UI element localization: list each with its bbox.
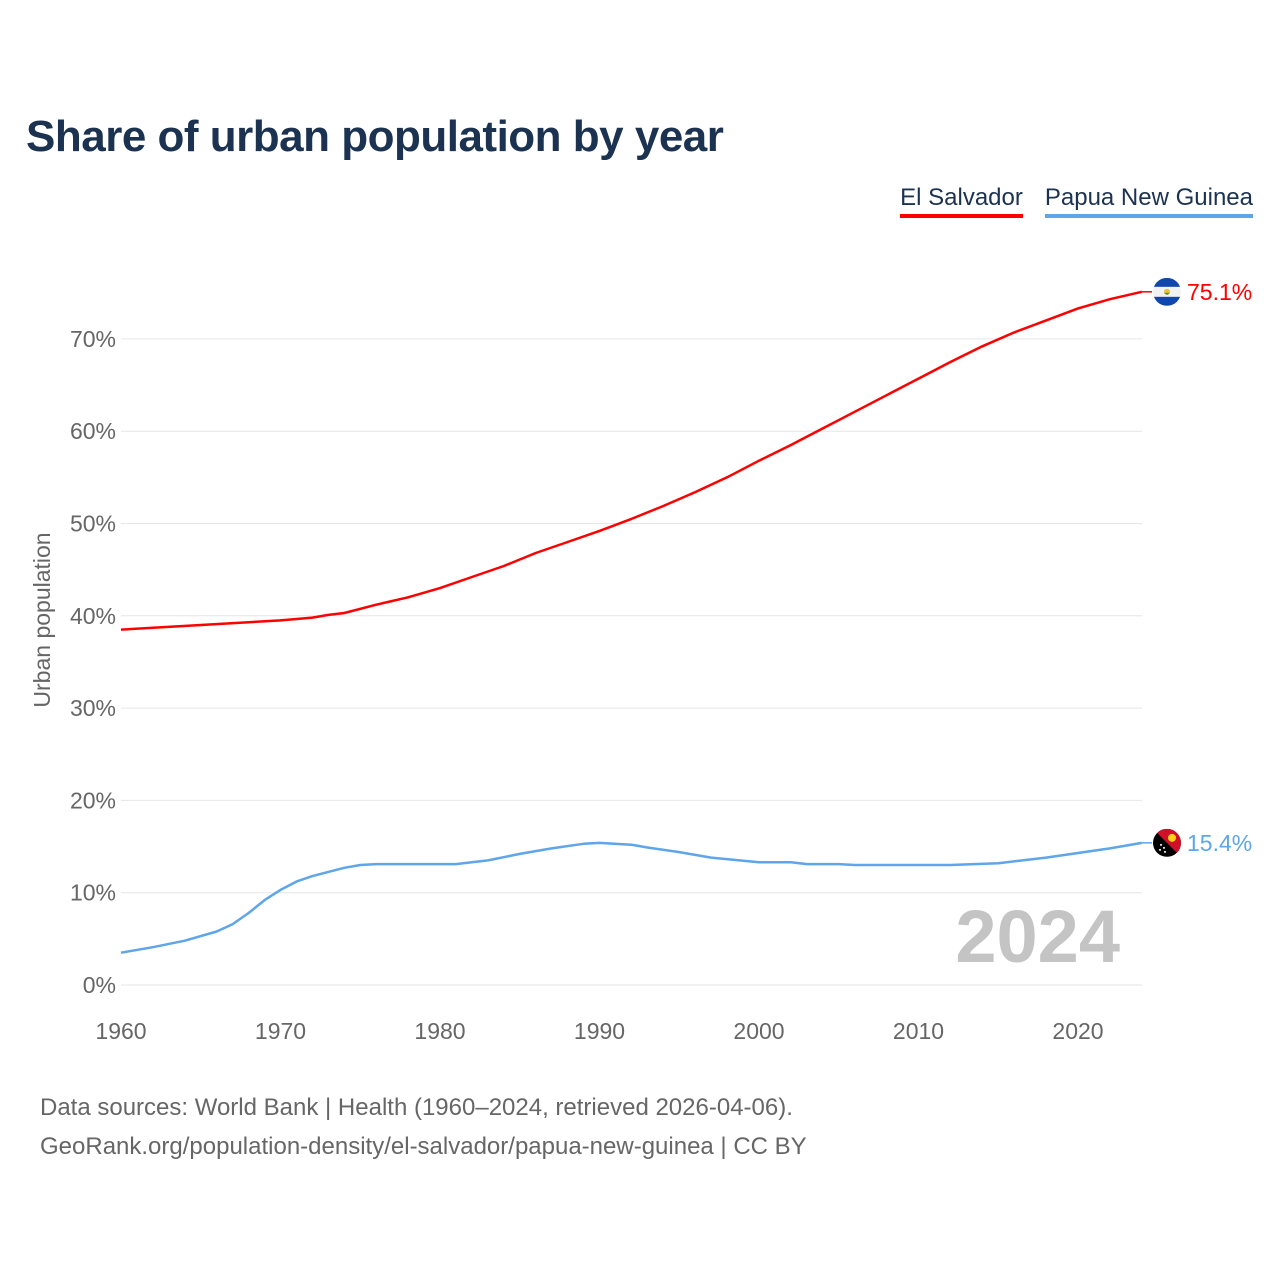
y-tick-label: 50%: [70, 511, 116, 537]
el-salvador-flag-icon: [1153, 277, 1181, 306]
end-value-label: 15.4%: [1187, 830, 1252, 856]
series-line-el-salvador: [120, 290, 1143, 631]
x-tick-label: 1990: [574, 1018, 625, 1044]
legend-item-papua-new-guinea[interactable]: Papua New Guinea: [1044, 184, 1253, 218]
x-tick-label: 2010: [893, 1018, 944, 1044]
y-tick-label: 70%: [70, 326, 116, 352]
legend: El Salvador Papua New Guinea: [900, 184, 1253, 218]
y-tick-label: 40%: [70, 603, 116, 629]
footer: Data sources: World Bank | Health (1960–…: [40, 1088, 807, 1166]
y-tick-label: 60%: [70, 418, 116, 444]
y-axis-label: Urban population: [29, 532, 55, 707]
legend-item-el-salvador[interactable]: El Salvador: [900, 184, 1023, 218]
watermark-year: 2024: [955, 895, 1120, 978]
y-tick-label: 30%: [70, 695, 116, 721]
data-source-text: Data sources: World Bank | Health (1960–…: [40, 1094, 793, 1121]
papua-new-guinea-flag-icon: [1153, 828, 1181, 857]
x-tick-label: 2020: [1052, 1018, 1103, 1044]
series-line-papua-new-guinea: [120, 841, 1143, 954]
source-link[interactable]: GeoRank.org/population-density/el-salvad…: [40, 1133, 807, 1160]
y-tick-label: 0%: [83, 972, 116, 998]
y-tick-label: 10%: [70, 880, 116, 906]
x-tick-label: 1960: [95, 1018, 146, 1044]
x-tick-label: 1970: [255, 1018, 306, 1044]
end-value-label: 75.1%: [1187, 279, 1252, 305]
chart-title: Share of urban population by year: [26, 112, 724, 161]
y-tick-label: 20%: [70, 787, 116, 813]
x-tick-label: 2000: [733, 1018, 784, 1044]
x-tick-label: 1980: [414, 1018, 465, 1044]
